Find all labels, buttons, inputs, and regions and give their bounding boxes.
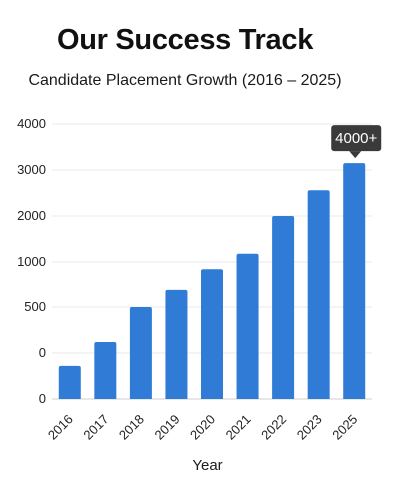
bar-2016 [58, 365, 81, 399]
x-tick-label: 2023 [294, 412, 325, 443]
x-tick-label: 2021 [223, 412, 254, 443]
x-tick-label: 2020 [187, 412, 218, 443]
bar-2021 [236, 253, 259, 399]
x-tick-label: 2018 [116, 412, 147, 443]
y-axis-ticks: 0 0 500 1000 2000 3000 4000 [17, 116, 46, 406]
bar-2017 [94, 341, 117, 399]
chart-title: Our Success Track [56, 24, 314, 56]
x-axis-ticks: 2016 2017 2018 2019 2020 2021 2022 2023 2025 [45, 412, 361, 443]
y-tick-label: 500 [24, 299, 46, 314]
x-tick-label: 2017 [80, 412, 111, 443]
y-tick-label: 0 [39, 391, 46, 406]
y-tick-label: 0 [39, 345, 46, 360]
bar-2022 [272, 216, 295, 399]
bar-2025 [343, 163, 366, 399]
bars [58, 163, 366, 399]
y-tick-label: 4000 [17, 116, 46, 131]
callout-badge: 4000+ [331, 125, 382, 159]
callout-label: 4000+ [335, 130, 377, 147]
x-axis-title: Year [192, 457, 223, 474]
x-tick-label: 2025 [329, 412, 360, 443]
y-tick-label: 2000 [17, 208, 46, 223]
annotations: 4000+ [331, 125, 382, 159]
y-tick-label: 1000 [17, 254, 46, 269]
bar-2023 [307, 190, 330, 399]
y-tick-label: 3000 [17, 162, 46, 177]
chart-subtitle: Candidate Placement Growth (2016 – 2025) [28, 72, 342, 89]
x-tick-label: 2016 [45, 412, 76, 443]
x-tick-label: 2022 [258, 412, 289, 443]
bar-2019 [165, 289, 188, 399]
x-tick-label: 2019 [152, 412, 183, 443]
bar-2018 [129, 307, 152, 399]
bar-2020 [201, 269, 223, 399]
